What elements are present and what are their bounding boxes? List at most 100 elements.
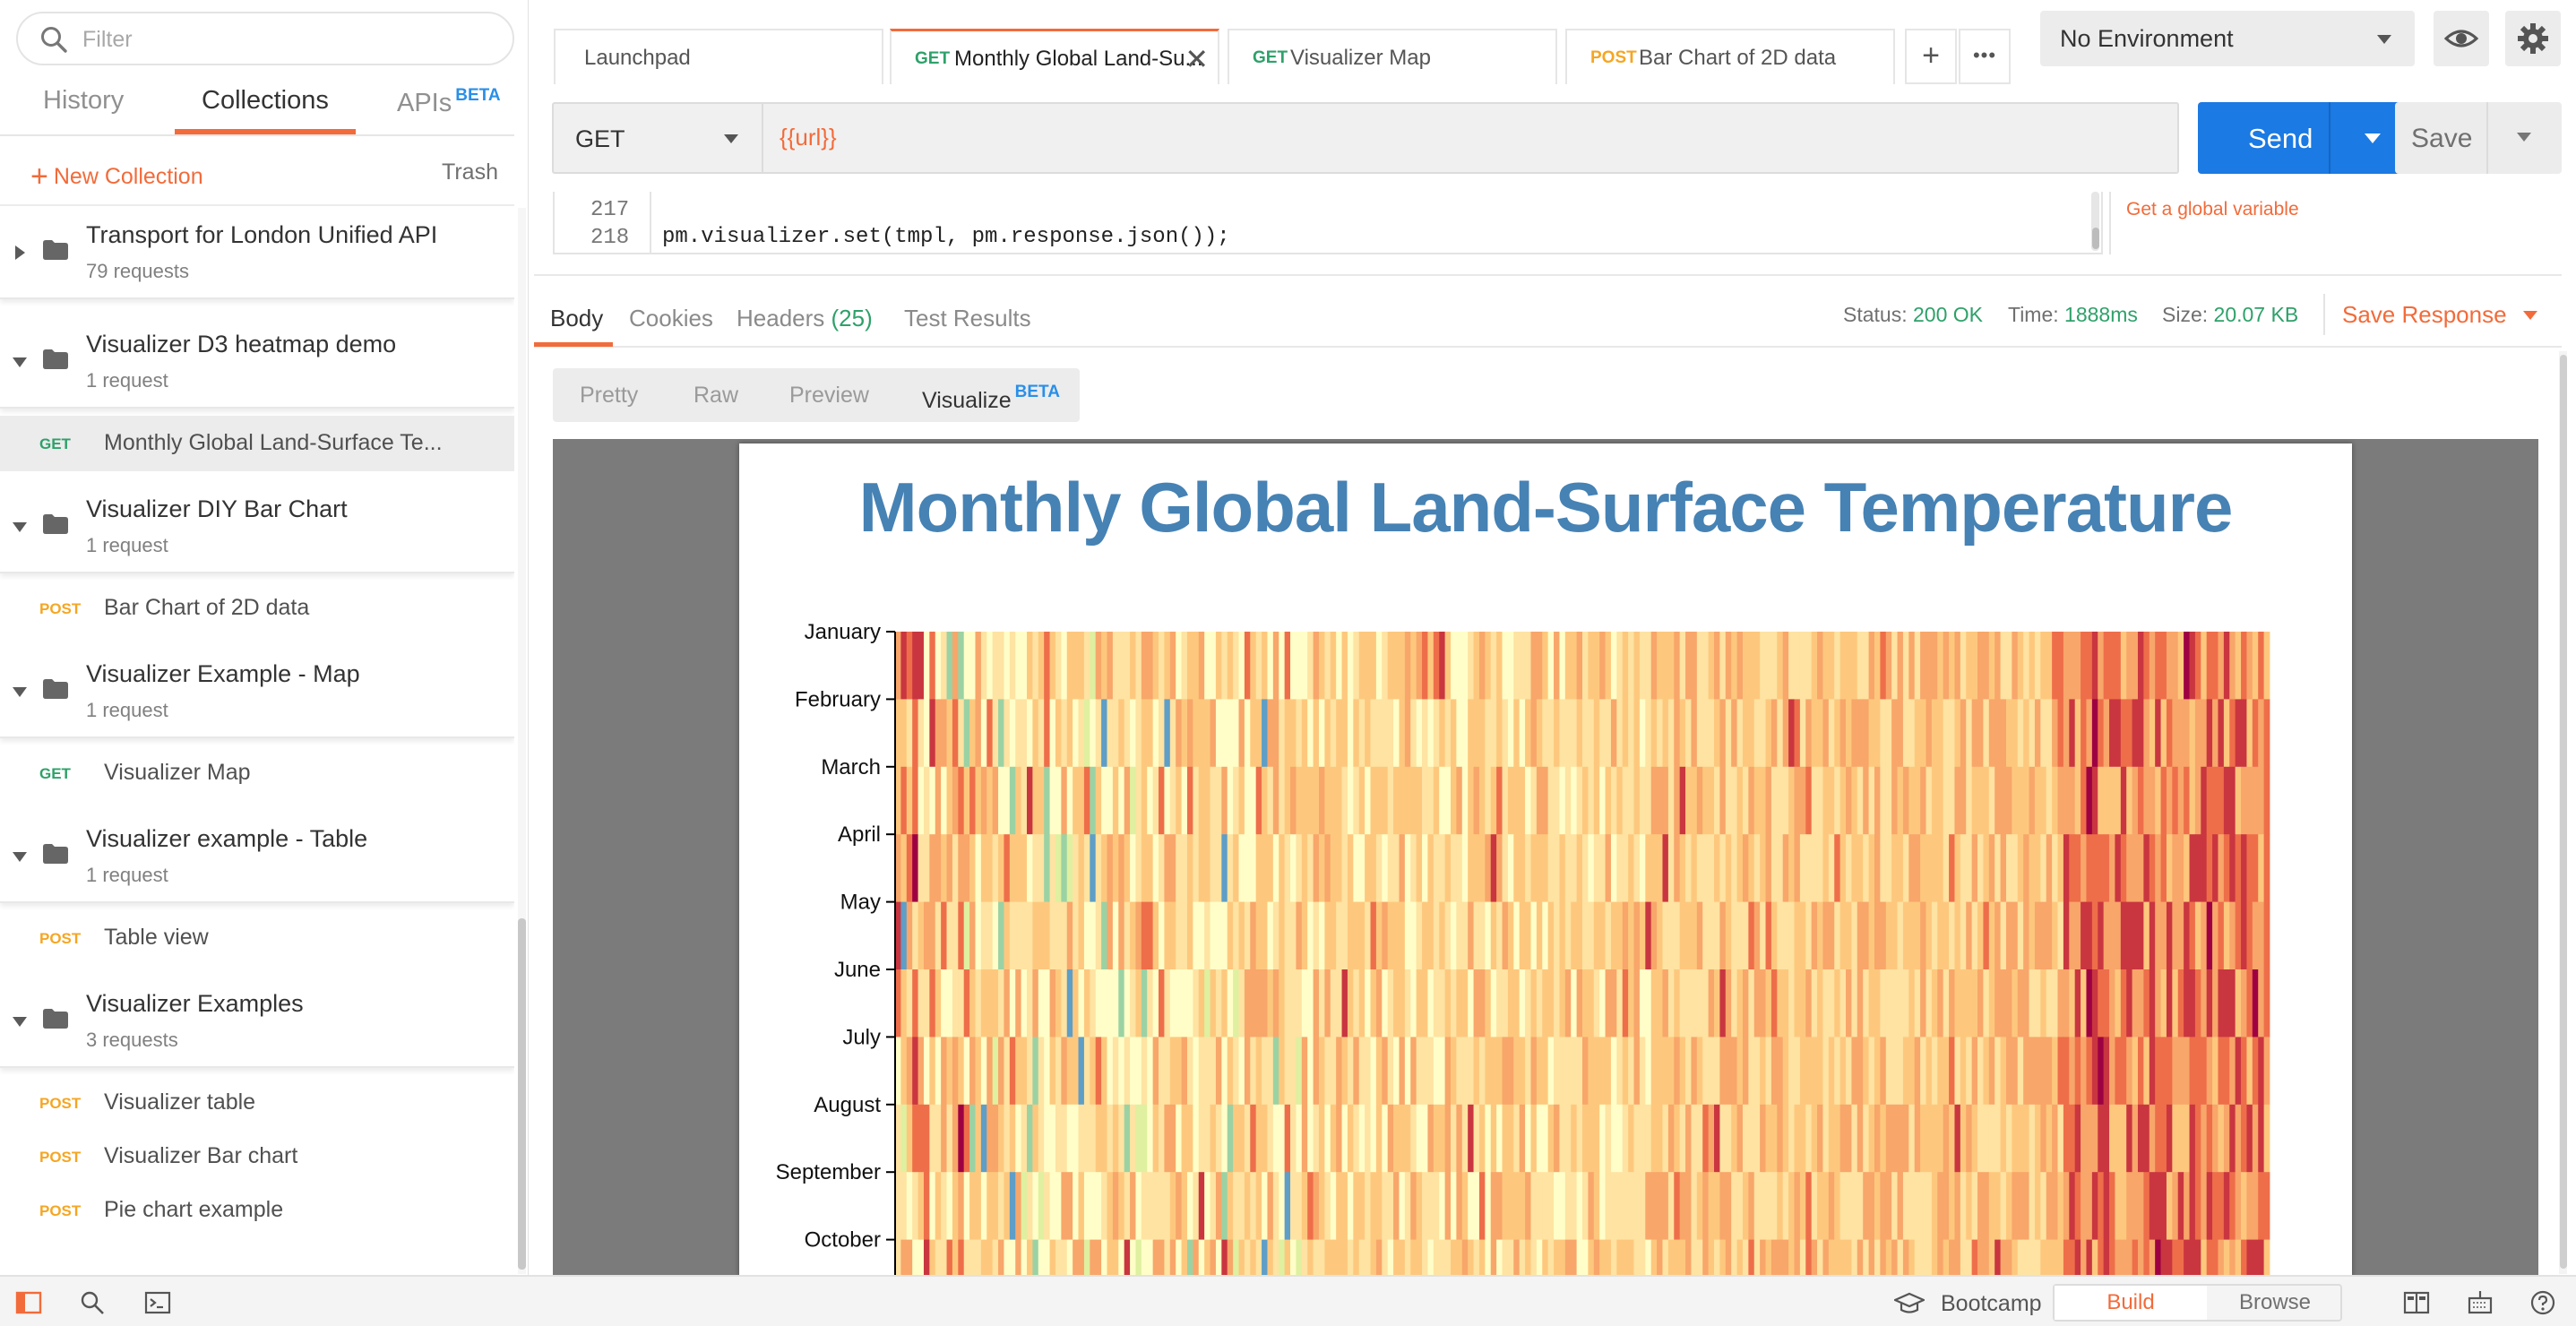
- tab-headers[interactable]: Headers (25): [737, 305, 873, 332]
- save-response-button[interactable]: Save Response: [2342, 301, 2537, 329]
- view-tab-pretty[interactable]: Pretty: [580, 383, 639, 408]
- console-icon[interactable]: [144, 1289, 171, 1316]
- environment-quick-look-button[interactable]: [2434, 11, 2489, 66]
- build-mode-button[interactable]: Build: [2055, 1286, 2207, 1320]
- find-icon[interactable]: [79, 1289, 106, 1316]
- heatmap-cell: [1954, 699, 1961, 768]
- collection-folder[interactable]: Visualizer DIY Bar Chart 1 request: [0, 480, 514, 573]
- view-tab-visualize[interactable]: Visualize BETA: [922, 383, 1060, 414]
- heatmap-cell: [1926, 766, 1933, 835]
- collection-folder[interactable]: Visualizer D3 heatmap demo 1 request: [0, 315, 514, 409]
- caret-down-icon[interactable]: [13, 522, 27, 532]
- request-item[interactable]: POST Visualizer Bar chart: [0, 1129, 514, 1184]
- heatmap-cell: [1748, 969, 1755, 1038]
- environment-select[interactable]: No Environment: [2040, 11, 2415, 66]
- heatmap-cell: [1496, 834, 1503, 902]
- new-collection-button[interactable]: + New Collection: [30, 157, 203, 194]
- keyboard-shortcuts-icon[interactable]: [2467, 1289, 2494, 1316]
- send-options-chevron-icon[interactable]: [2365, 133, 2381, 143]
- filter-search-box[interactable]: [16, 12, 514, 65]
- heatmap-cell: [1536, 834, 1543, 902]
- collection-folder[interactable]: Transport for London Unified API 79 requ…: [0, 206, 514, 299]
- tab-monthly-global[interactable]: GET Monthly Global Land-Su... ✕: [890, 29, 1219, 84]
- sidebar-toggle-icon[interactable]: [15, 1289, 42, 1316]
- heatmap-cell: [1439, 1104, 1445, 1173]
- heatmap-cell: [1719, 1172, 1727, 1240]
- save-options-chevron-icon[interactable]: [2517, 133, 2531, 142]
- caret-down-icon[interactable]: [13, 852, 27, 862]
- heatmap-cell: [1112, 1172, 1119, 1240]
- heatmap-cell: [998, 969, 1004, 1038]
- collection-folder[interactable]: Visualizer Example - Map 1 request: [0, 645, 514, 738]
- heatmap-cell: [1193, 1239, 1200, 1275]
- more-tabs-button[interactable]: •••: [1959, 29, 2011, 84]
- request-item[interactable]: POST Table view: [0, 910, 514, 966]
- heatmap-cell: [2184, 1037, 2190, 1106]
- heatmap-cell: [1937, 1037, 1944, 1106]
- collection-folder[interactable]: Visualizer example - Table 1 request: [0, 810, 514, 903]
- request-item[interactable]: POST Bar Chart of 2D data: [0, 581, 514, 636]
- new-tab-button[interactable]: +: [1905, 29, 1957, 84]
- caret-right-icon[interactable]: [15, 245, 25, 260]
- response-scrollbar-thumb[interactable]: [2560, 355, 2567, 1269]
- heatmap-cell: [1650, 1172, 1658, 1240]
- request-item[interactable]: POST Visualizer table: [0, 1075, 514, 1131]
- tab-cookies[interactable]: Cookies: [629, 305, 713, 332]
- heatmap-cell: [1233, 1037, 1239, 1106]
- tests-script-editor[interactable]: 217 218 pm.visualizer.set(tmpl, pm.respo…: [553, 192, 2103, 254]
- bootcamp-button[interactable]: Bootcamp: [1894, 1291, 2042, 1317]
- close-icon[interactable]: ✕: [1185, 43, 1209, 75]
- caret-down-icon[interactable]: [13, 1017, 27, 1027]
- heatmap-cell: [1714, 901, 1720, 970]
- plus-icon: +: [1922, 39, 1940, 73]
- tab-history[interactable]: History: [43, 86, 124, 116]
- request-item[interactable]: POST Pie chart example: [0, 1183, 514, 1238]
- tab-apis[interactable]: APIs BETA: [397, 86, 501, 118]
- code-line[interactable]: pm.visualizer.set(tmpl, pm.response.json…: [662, 225, 1230, 249]
- heatmap-cell: [1073, 1172, 1079, 1240]
- collection-folder[interactable]: Visualizer Examples 3 requests: [0, 975, 514, 1068]
- caret-down-icon[interactable]: [13, 687, 27, 697]
- heatmap-cell: [1628, 699, 1634, 768]
- heatmap-cell: [1593, 632, 1600, 700]
- http-method-select[interactable]: GET: [554, 104, 763, 172]
- sidebar-scrollbar[interactable]: [518, 208, 526, 1274]
- tab-visualizer-map[interactable]: GET Visualizer Map: [1228, 29, 1557, 84]
- filter-input[interactable]: [82, 22, 495, 56]
- browse-mode-button[interactable]: Browse: [2238, 1290, 2312, 1314]
- snippet-link[interactable]: Get a global variable: [2126, 199, 2299, 220]
- request-item[interactable]: GET Visualizer Map: [0, 745, 514, 801]
- save-button[interactable]: Save: [2395, 102, 2562, 174]
- view-tab-preview[interactable]: Preview: [789, 383, 869, 408]
- tab-collections[interactable]: Collections: [202, 86, 329, 116]
- trash-button[interactable]: Trash: [442, 159, 498, 185]
- heatmap-cell: [2098, 969, 2105, 1038]
- heatmap-cell: [1633, 969, 1641, 1038]
- tab-body[interactable]: Body: [550, 305, 604, 332]
- tab-test-results[interactable]: Test Results: [904, 305, 1031, 332]
- url-input[interactable]: {{url}}: [780, 124, 837, 151]
- caret-down-icon[interactable]: [13, 357, 27, 367]
- heatmap-cell: [2137, 632, 2144, 700]
- heatmap-cell: [2143, 901, 2150, 970]
- send-button[interactable]: Send: [2198, 102, 2425, 174]
- heatmap-cell: [1725, 766, 1732, 835]
- heatmap-cell: [1657, 901, 1663, 970]
- heatmap-cell: [1262, 699, 1268, 768]
- two-pane-view-icon[interactable]: [2403, 1289, 2430, 1316]
- heatmap-cell: [2069, 1239, 2076, 1275]
- sidebar-scrollbar-thumb[interactable]: [518, 918, 526, 1270]
- tab-bar-chart[interactable]: POST Bar Chart of 2D data: [1565, 29, 1895, 84]
- heatmap-cell: [1083, 766, 1090, 835]
- tab-launchpad[interactable]: Launchpad: [554, 29, 883, 84]
- heatmap-cell: [1301, 1239, 1308, 1275]
- heatmap-cell: [1770, 1239, 1778, 1275]
- editor-scrollbar-thumb[interactable]: [2092, 228, 2099, 249]
- view-tab-raw[interactable]: Raw: [694, 383, 739, 408]
- heatmap-cell: [1382, 901, 1389, 970]
- request-item[interactable]: GET Monthly Global Land-Surface Te...: [0, 416, 514, 471]
- editor-scrollbar[interactable]: [2091, 192, 2099, 251]
- help-icon[interactable]: [2529, 1289, 2556, 1316]
- settings-button[interactable]: [2505, 11, 2561, 66]
- heatmap-cell: [1118, 699, 1125, 768]
